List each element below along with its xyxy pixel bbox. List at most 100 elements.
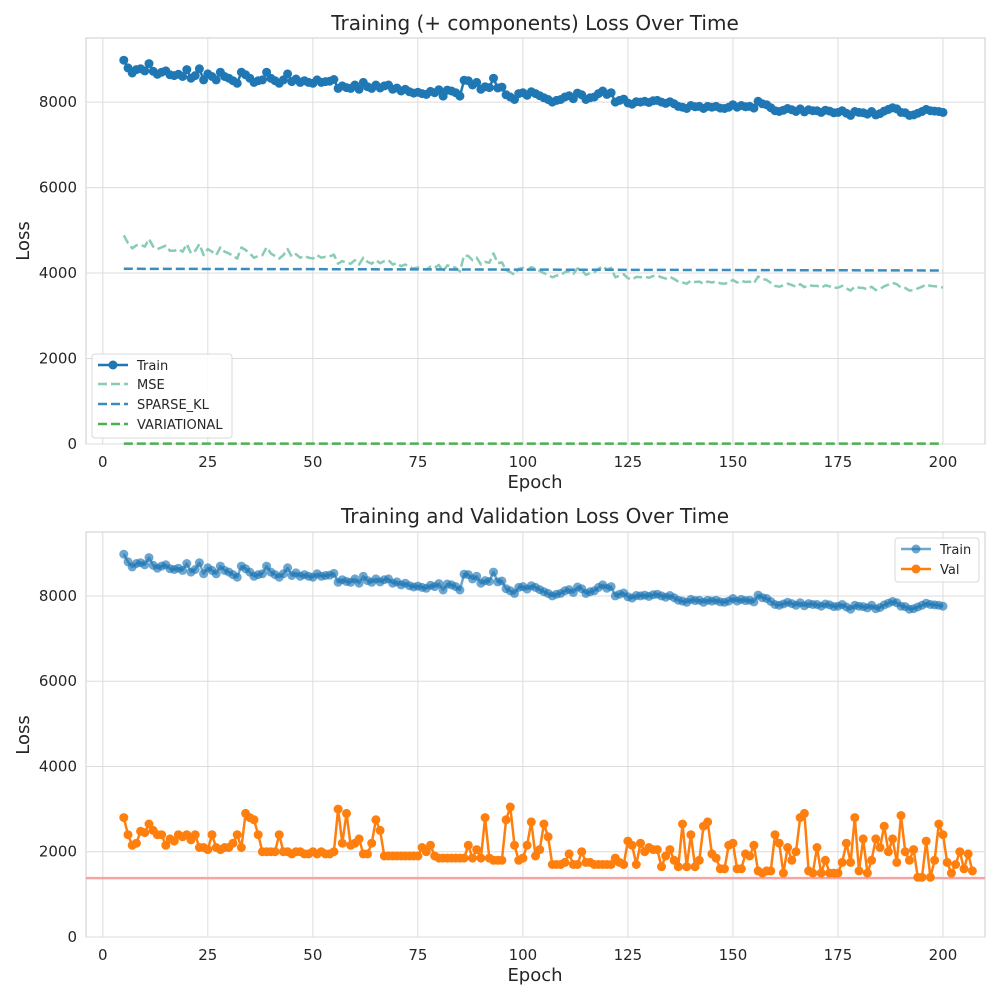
data-point-val [232,830,242,840]
y-tick-label: 4000 [39,264,77,282]
data-point-train [749,597,759,607]
data-point-val [161,840,171,850]
plot-area [85,37,986,445]
data-point-val [497,855,507,865]
legend-label-val: Val [940,563,959,578]
data-point-val [955,847,965,857]
data-point-train [211,75,221,85]
data-point-train [484,577,494,586]
data-point-train [938,601,948,611]
data-point-val [627,840,637,850]
data-point-val [413,851,423,861]
data-point-val [472,845,482,855]
data-point-val [367,838,377,848]
data-point-val [816,868,826,878]
data-point-val [778,868,788,878]
data-point-train [489,567,498,577]
data-point-val [661,851,671,861]
data-point-val [522,840,532,850]
x-tick-label: 75 [408,946,427,964]
chart-training-components: Training (+ components) Loss Over Time 0… [13,11,986,493]
data-point-val [619,860,629,869]
y-tick-label: 0 [67,928,77,946]
data-point-train [257,569,267,579]
legend: Train MSE SPARSE_KL VARIATIONAL [91,353,233,439]
data-point-val [636,838,645,848]
data-point-train [455,91,465,101]
data-point-val [665,845,675,855]
x-tick-label: 0 [98,453,108,471]
legend-label-sparse-kl: SPARSE_KL [137,398,210,413]
data-point-val [157,830,167,840]
data-point-val [421,847,431,857]
data-point-val [720,864,729,874]
data-point-val [812,843,822,852]
data-point-val [564,849,574,859]
data-point-train [190,71,200,81]
data-point-val [329,847,339,857]
data-point-train [232,572,242,582]
data-point-val [963,849,973,859]
data-point-val [896,811,906,820]
data-point-val [480,813,490,823]
data-point-train [497,576,507,586]
data-point-train [354,84,364,94]
data-point-val [736,864,746,874]
x-tick-label: 175 [824,453,853,471]
data-point-val [270,847,280,857]
data-point-val [531,851,540,861]
data-point-train [232,78,242,88]
data-point-val [930,855,940,865]
data-point-val [669,855,679,865]
data-point-val [892,857,902,867]
legend-label-train: Train [136,359,168,374]
y-tick-label: 6000 [39,672,77,690]
data-point-val [749,840,759,850]
data-point-val [774,838,784,848]
data-point-val [745,851,755,861]
data-point-train [938,107,948,117]
x-axis-ticks: 0 25 50 75 100 125 150 175 200 [98,453,957,471]
x-axis-ticks: 0 25 50 75 100 125 150 175 200 [98,946,957,964]
data-point-train [354,578,364,588]
data-point-val [501,815,511,825]
data-point-val [925,872,935,882]
data-point-val [904,855,914,865]
y-tick-label: 4000 [39,757,77,775]
x-tick-label: 150 [719,453,748,471]
data-point-val [123,830,133,840]
data-point-train [178,565,188,575]
data-point-train [144,553,154,563]
data-point-val [657,862,666,872]
data-point-val [539,819,549,829]
data-point-val [837,857,847,867]
data-point-val [342,808,351,818]
data-point-val [967,866,977,876]
data-point-train [606,88,616,98]
data-point-val [871,834,881,844]
data-point-val [203,845,213,855]
data-point-val [787,855,797,865]
data-point-val [333,804,343,814]
data-point-val [652,845,662,855]
data-point-val [934,819,944,829]
data-point-val [249,815,259,825]
x-tick-label: 50 [303,946,322,964]
data-point-val [711,853,721,863]
data-point-train [144,59,154,69]
x-tick-label: 150 [719,946,748,964]
x-tick-label: 125 [614,946,643,964]
data-point-train [182,65,192,75]
data-point-train [329,568,339,578]
legend-marker-val [911,564,921,574]
data-point-train [182,559,192,568]
legend-label-mse: MSE [137,378,165,393]
data-point-train [194,64,204,74]
data-point-val [854,866,864,876]
data-point-val [770,830,780,840]
data-point-val [808,868,818,878]
x-tick-label: 25 [198,946,217,964]
data-point-val [560,857,570,867]
legend-marker-train [911,544,921,554]
data-point-val [371,815,381,825]
